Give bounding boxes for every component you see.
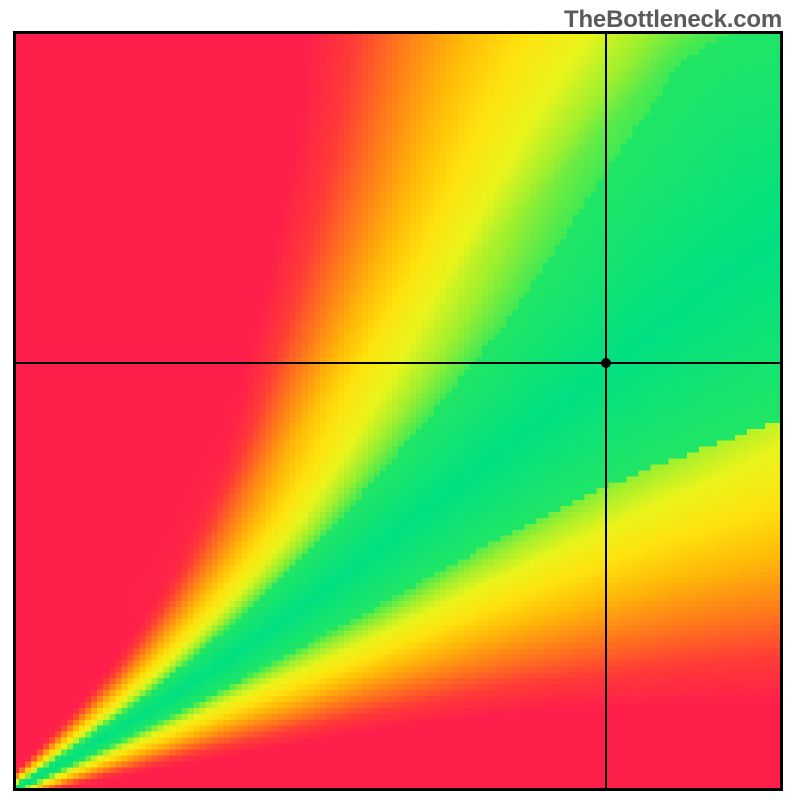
watermark-text: TheBottleneck.com <box>564 6 782 34</box>
chart-container: { "watermark": { "text": "TheBottleneck.… <box>0 0 800 800</box>
bottleneck-heatmap <box>13 31 783 791</box>
